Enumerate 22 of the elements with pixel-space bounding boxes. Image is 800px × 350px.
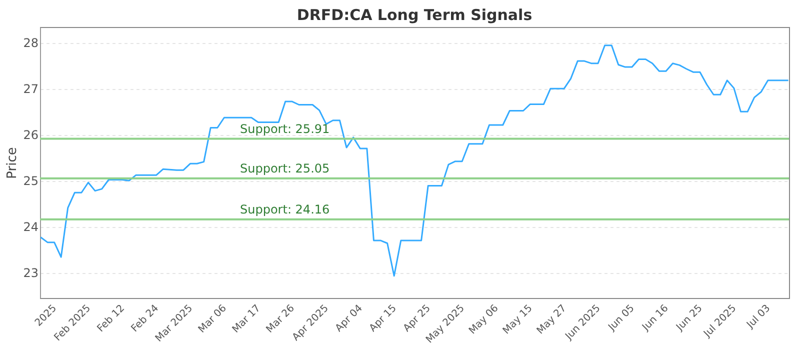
x-tick-label: Mar 17 [230,302,263,336]
ref-line-label: Support: 25.05 [240,161,330,176]
x-tick-label: Feb 12 [95,302,127,335]
y-axis-title: Price [5,147,20,179]
y-tick-label: 27 [23,82,38,96]
y-tick-label: 26 [23,128,38,142]
x-tick-label: Jul 03 [744,302,773,332]
x-tick-label: Mar 06 [196,302,229,336]
x-tick-label: Jun 25 [674,302,705,334]
x-tick-label: Jun 16 [640,302,671,334]
y-tick-label: 24 [23,220,38,234]
x-tick-label: Apr 04 [334,302,365,334]
ref-line-label: Support: 25.91 [240,122,330,136]
x-tick-label: Apr 25 [402,302,433,334]
line-series [40,44,790,277]
x-tick-label: Apr 15 [368,302,399,334]
chart-title: DRFD:CA Long Term Signals [296,6,532,24]
y-tick-label: 23 [23,266,38,280]
y-tick-label: 28 [23,36,38,50]
x-tick-label: Jun 05 [606,302,637,334]
ref-line-label: Support: 24.16 [240,202,330,216]
y-tick-label: 25 [23,174,38,188]
